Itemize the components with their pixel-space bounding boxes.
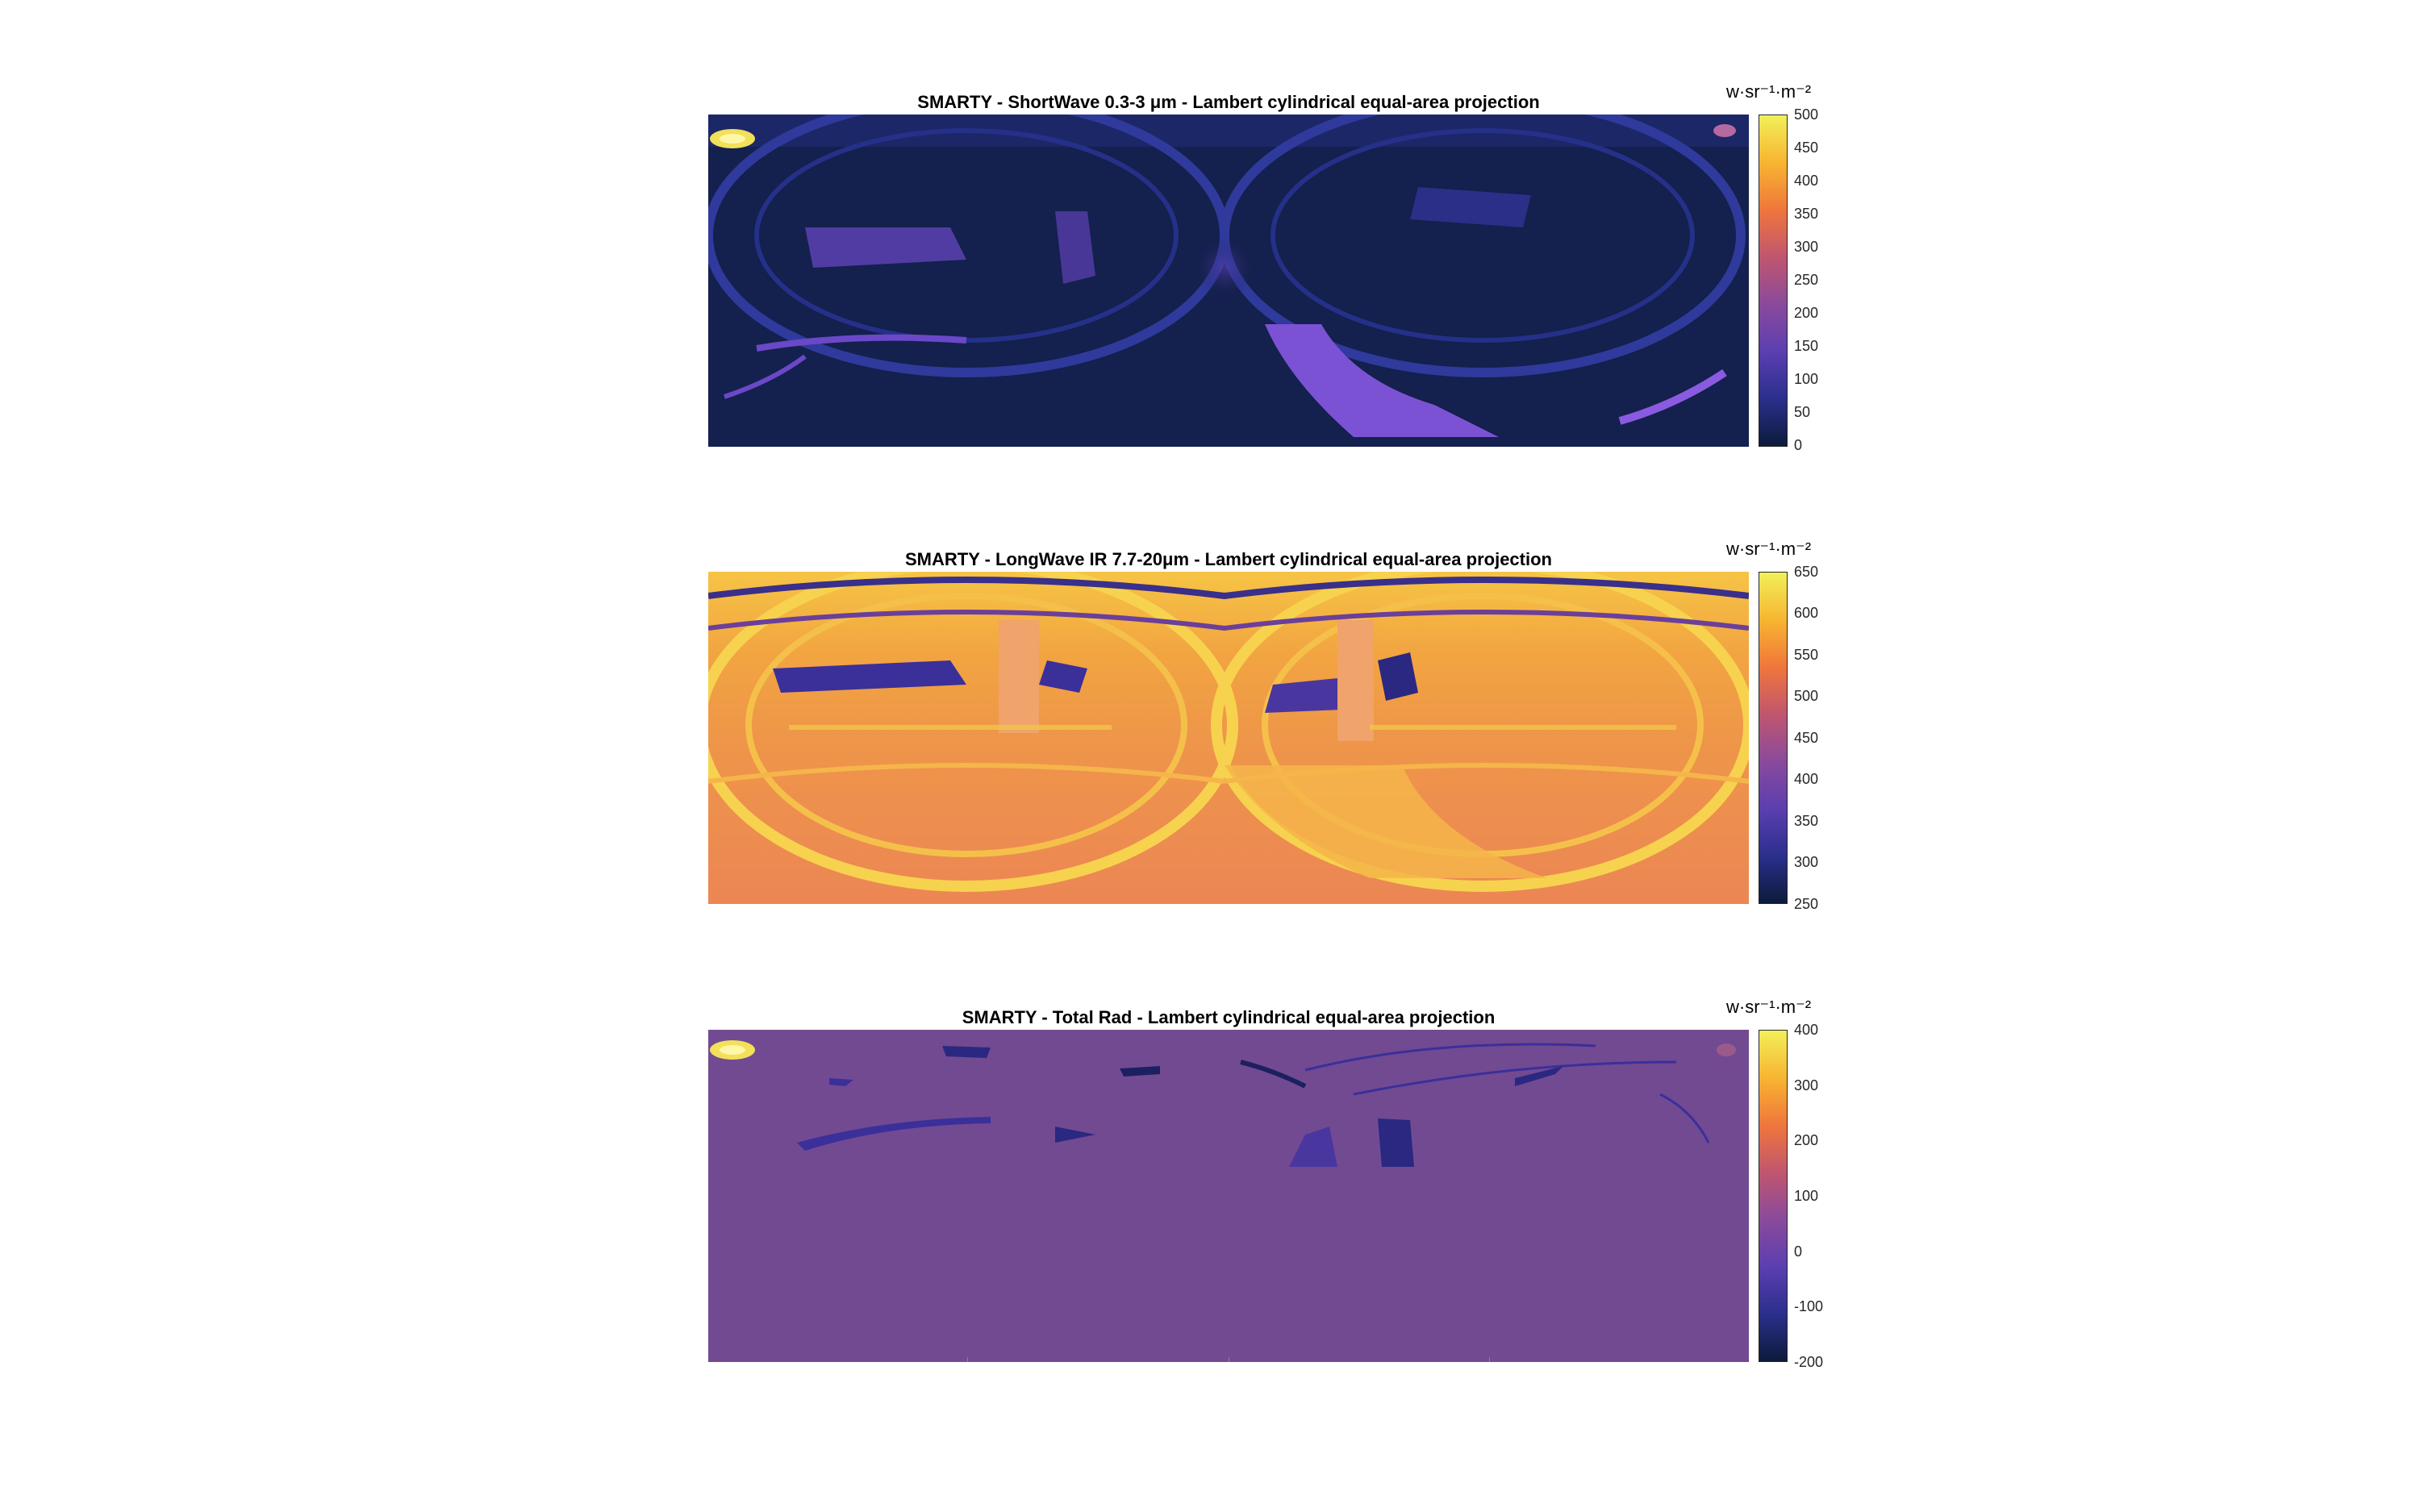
shortwave-colorbar bbox=[1759, 115, 1788, 447]
shortwave-heatmap bbox=[708, 115, 1749, 447]
cb-tick: 50 bbox=[1794, 404, 1811, 420]
cb-tick: 450 bbox=[1794, 140, 1819, 156]
cb-tick: 100 bbox=[1794, 371, 1819, 387]
cb-tick: 300 bbox=[1794, 1077, 1819, 1093]
cb-tick: 250 bbox=[1794, 272, 1819, 288]
cb-tick: 0 bbox=[1794, 437, 1803, 453]
shortwave-units: w·sr⁻¹·m⁻² bbox=[1726, 81, 1812, 102]
cb-tick: 400 bbox=[1794, 771, 1819, 787]
longwave-heatmap bbox=[708, 572, 1749, 904]
cb-tick: 600 bbox=[1794, 605, 1819, 621]
cb-tick: 150 bbox=[1794, 338, 1819, 354]
cb-tick: 100 bbox=[1794, 1188, 1819, 1204]
cb-tick: 400 bbox=[1794, 1022, 1819, 1038]
cb-tick: 450 bbox=[1794, 730, 1819, 746]
shortwave-title: SMARTY - ShortWave 0.3-3 μm - Lambert cy… bbox=[917, 92, 1540, 112]
totalrad-heatmap bbox=[708, 1030, 1749, 1362]
totalrad-title: SMARTY - Total Rad - Lambert cylindrical… bbox=[962, 1007, 1496, 1027]
cb-tick: 250 bbox=[1794, 896, 1819, 912]
cb-tick: 300 bbox=[1794, 854, 1819, 870]
totalrad-background bbox=[708, 1030, 1749, 1362]
cb-tick: -200 bbox=[1794, 1354, 1824, 1370]
cb-tick: 500 bbox=[1794, 106, 1819, 123]
cb-tick: 550 bbox=[1794, 647, 1819, 663]
cb-tick: 200 bbox=[1794, 1132, 1819, 1148]
totalrad-colorbar bbox=[1759, 1030, 1788, 1362]
longwave-title: SMARTY - LongWave IR 7.7-20μm - Lambert … bbox=[905, 549, 1552, 569]
cb-tick: 650 bbox=[1794, 564, 1819, 580]
longwave-colorbar bbox=[1759, 572, 1788, 904]
cb-tick: 350 bbox=[1794, 206, 1819, 222]
x-axis-tick bbox=[967, 1357, 968, 1362]
cb-tick: 400 bbox=[1794, 173, 1819, 189]
cb-tick: 300 bbox=[1794, 239, 1819, 255]
x-axis-tick bbox=[1489, 1357, 1490, 1362]
cb-tick: 500 bbox=[1794, 688, 1819, 704]
cb-tick: 200 bbox=[1794, 305, 1819, 321]
cb-tick: 0 bbox=[1794, 1243, 1803, 1260]
cb-tick: 350 bbox=[1794, 813, 1819, 829]
totalrad-units: w·sr⁻¹·m⁻² bbox=[1726, 997, 1812, 1017]
cb-tick: -100 bbox=[1794, 1298, 1824, 1314]
longwave-units: w·sr⁻¹·m⁻² bbox=[1726, 539, 1812, 559]
